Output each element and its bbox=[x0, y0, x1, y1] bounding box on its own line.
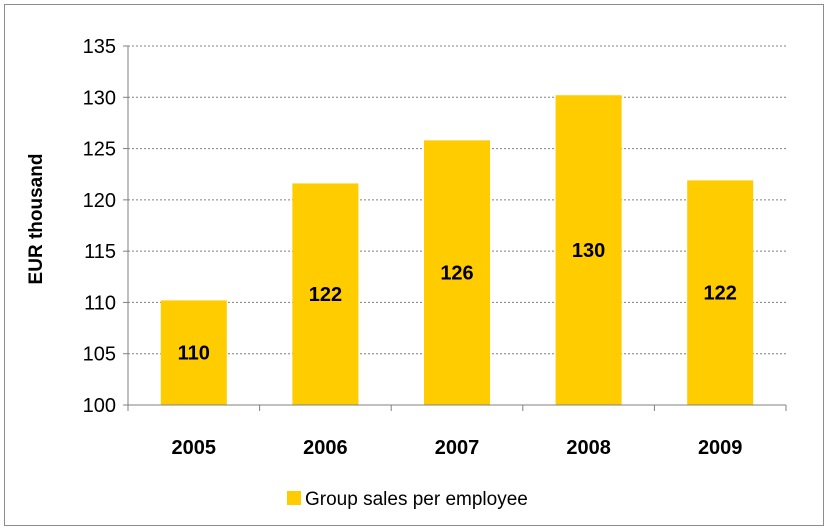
data-label-2006: 122 bbox=[309, 284, 342, 306]
y-tick-label-100: 100 bbox=[83, 395, 116, 417]
x-category-label-2006: 2006 bbox=[303, 437, 348, 459]
bar-2009 bbox=[687, 180, 754, 405]
y-tick-label-135: 135 bbox=[83, 36, 116, 58]
y-tick-label-115: 115 bbox=[84, 241, 116, 263]
y-tick-label-130: 130 bbox=[83, 87, 116, 109]
bars bbox=[160, 95, 754, 405]
x-category-label-2007: 2007 bbox=[435, 437, 480, 459]
y-tick-labels: 100 105 110 115 120 125 130 135 bbox=[83, 36, 116, 417]
legend: Group sales per employee bbox=[287, 489, 528, 510]
y-tick-label-120: 120 bbox=[83, 190, 116, 212]
axes bbox=[123, 45, 787, 411]
data-label-2007: 126 bbox=[440, 263, 473, 285]
x-category-label-2009: 2009 bbox=[698, 437, 743, 459]
legend-swatch bbox=[287, 491, 301, 505]
bar-2007 bbox=[424, 140, 490, 405]
bar-2005 bbox=[160, 300, 227, 405]
x-category-labels: 2005 2006 2007 2008 2009 bbox=[172, 437, 743, 459]
x-category-label-2005: 2005 bbox=[172, 437, 217, 459]
bar-2008 bbox=[555, 95, 622, 405]
y-axis-title: EUR thousand bbox=[26, 154, 47, 285]
y-tick-label-125: 125 bbox=[83, 139, 116, 161]
y-tick-label-105: 105 bbox=[83, 344, 116, 366]
data-label-2009: 122 bbox=[704, 283, 737, 305]
bar-2006 bbox=[292, 183, 359, 405]
data-label-2008: 130 bbox=[572, 240, 605, 262]
data-label-2005: 110 bbox=[178, 343, 210, 365]
legend-label: Group sales per employee bbox=[305, 489, 528, 510]
data-labels: 110 122 126 130 122 bbox=[178, 240, 737, 365]
y-tick-label-110: 110 bbox=[84, 292, 116, 314]
x-category-label-2008: 2008 bbox=[566, 437, 611, 459]
